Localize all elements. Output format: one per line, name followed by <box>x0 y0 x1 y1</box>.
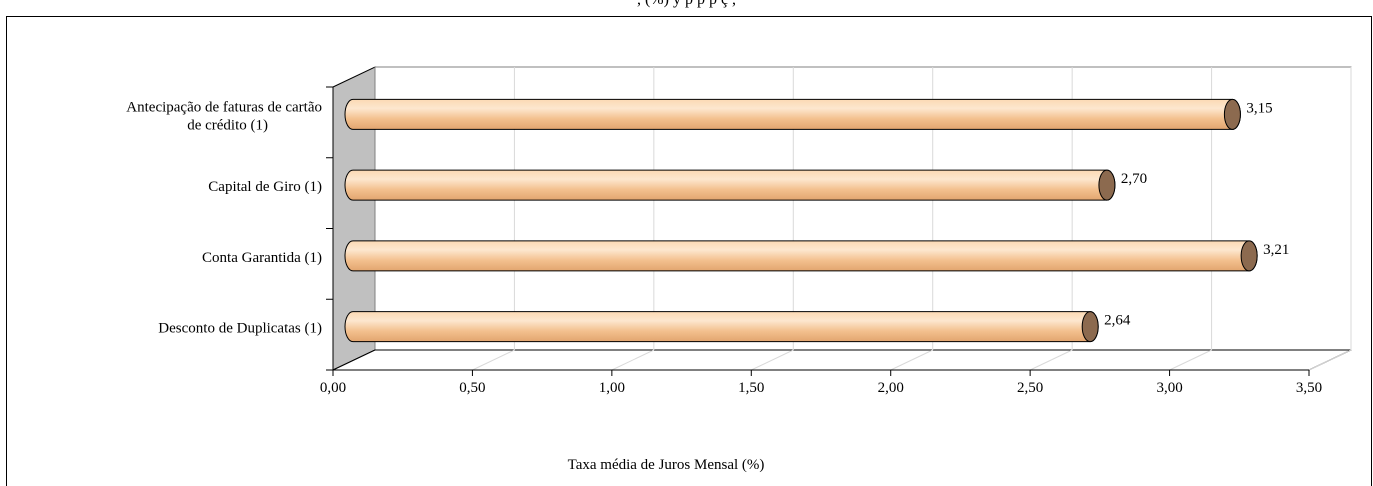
x-tick-label: 2,00 <box>878 380 904 396</box>
category-label-line: Conta Garantida (1) <box>202 250 322 266</box>
bar-end-cap <box>1098 169 1116 201</box>
bar-group <box>344 169 1116 201</box>
bar-group <box>344 240 1258 272</box>
category-label-line: de crédito (1) <box>187 117 268 133</box>
category-label: Capital de Giro (1) <box>208 179 322 195</box>
floor-gridline <box>472 349 515 371</box>
bar-end-cap <box>1240 240 1258 272</box>
bar-group <box>344 311 1099 343</box>
axes: 0,00 0,50 1,00 1,50 2,00 2,50 3,00 3,50 <box>320 86 1322 396</box>
x-tick-label: 1,50 <box>738 380 764 396</box>
x-tick-label: 0,50 <box>459 380 485 396</box>
chart-walls <box>332 66 1352 371</box>
category-label: Desconto de Duplicatas (1) <box>158 321 322 337</box>
bars <box>344 98 1258 343</box>
data-label: 3,21 <box>1263 242 1289 258</box>
floor-gridline <box>1029 349 1073 371</box>
floor-gridline <box>1308 349 1352 371</box>
floor-gridline <box>890 349 933 371</box>
data-label: 3,15 <box>1246 100 1272 116</box>
category-label-line: Antecipação de faturas de cartão <box>126 99 322 115</box>
x-axis-title: Taxa média de Juros Mensal (%) <box>568 457 765 473</box>
x-tick-label: 1,00 <box>599 380 625 396</box>
bar-end-cap <box>1081 311 1099 343</box>
bar <box>344 98 1241 130</box>
category-label: Conta Garantida (1) <box>202 250 322 266</box>
top-title-text: , (%) y p p p ç , <box>0 0 1373 9</box>
floor <box>332 349 1352 371</box>
x-tick-label: 2,50 <box>1017 380 1043 396</box>
x-tick-label: 3,00 <box>1156 380 1182 396</box>
top-title-fragment: , (%) y p p p ç , <box>0 0 1373 10</box>
floor-gridline <box>751 349 794 371</box>
labels: 3,15 Antecipação de faturas de cartão de c… <box>126 99 1289 473</box>
category-label-line: Capital de Giro (1) <box>208 179 322 195</box>
bar <box>344 169 1116 201</box>
data-label: 2,64 <box>1104 313 1131 329</box>
chart-frame <box>6 16 1372 486</box>
bar-group <box>344 98 1241 130</box>
bar <box>344 311 1099 343</box>
x-tick-label: 0,00 <box>320 380 346 396</box>
floor-gridline <box>611 349 655 371</box>
bar <box>344 240 1258 272</box>
category-label-line: Desconto de Duplicatas (1) <box>158 321 322 337</box>
bar-end-cap <box>1223 98 1241 130</box>
floor-gridline <box>1169 349 1212 371</box>
data-label: 2,70 <box>1121 171 1147 187</box>
category-label: Antecipação de faturas de cartão de crédi… <box>126 99 322 133</box>
x-tick-label: 3,50 <box>1296 380 1322 396</box>
